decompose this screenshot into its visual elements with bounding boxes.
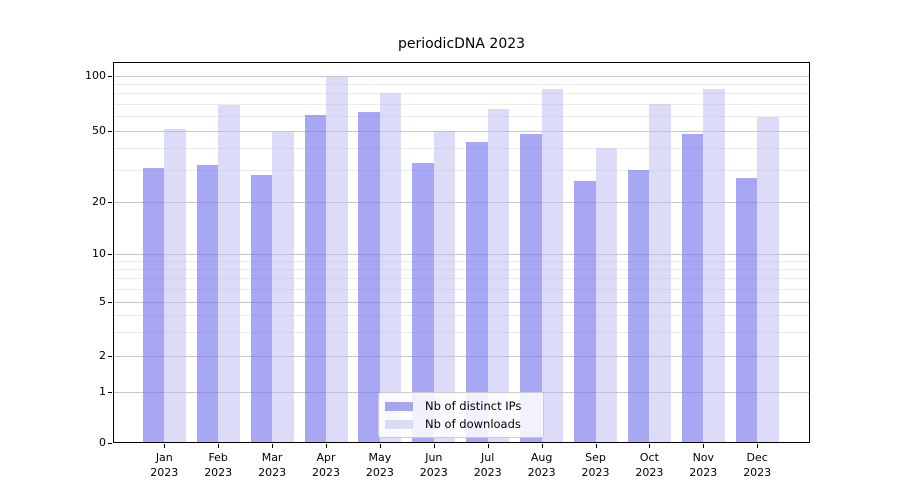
x-tick-label: Nov 2023 (689, 451, 718, 479)
x-tick-label: Sep 2023 (581, 451, 610, 479)
x-tick-mark (433, 444, 435, 448)
y-gridline-minor (113, 288, 810, 290)
legend-item-distinct-ips: Nb of distinct IPs (385, 399, 537, 413)
y-gridline-minor (113, 170, 810, 172)
y-gridline-minor (113, 103, 810, 105)
y-gridline-minor (113, 93, 810, 95)
x-tick-mark (595, 444, 597, 448)
x-tick-label: Jun 2023 (419, 451, 448, 479)
bar-downloads-jun (433, 130, 456, 443)
y-tick-mark (108, 201, 112, 203)
y-gridline-minor (113, 331, 810, 333)
bar-distinct-ips-may (358, 112, 380, 443)
y-tick-mark (108, 391, 112, 393)
y-tick-mark (108, 75, 112, 77)
y-gridline-major (113, 356, 810, 357)
y-tick-mark (108, 130, 112, 132)
legend-label-downloads: Nb of downloads (425, 417, 521, 431)
x-tick-mark (218, 444, 220, 448)
y-tick-mark (108, 301, 112, 303)
y-tick-label: 1 (99, 384, 106, 398)
legend-swatch-distinct-ips-icon (385, 401, 413, 411)
x-tick-label: Dec 2023 (743, 451, 772, 479)
y-tick-label: 50 (92, 123, 106, 137)
x-tick-label: May 2023 (365, 451, 394, 479)
y-tick-mark (108, 253, 112, 255)
y-gridline-major (113, 75, 810, 77)
y-gridline-minor (113, 116, 810, 117)
legend-item-downloads: Nb of downloads (385, 417, 537, 431)
bar-distinct-ips-jun (412, 162, 434, 443)
x-tick-mark (326, 444, 327, 448)
y-tick-label: 20 (92, 194, 106, 208)
y-tick-label: 100 (85, 68, 106, 82)
x-tick-label: Oct 2023 (635, 451, 664, 479)
bar-distinct-ips-sep (574, 181, 596, 443)
y-gridline-minor (113, 314, 810, 316)
x-tick-mark (703, 444, 705, 448)
y-tick-mark (108, 443, 112, 444)
x-tick-mark (757, 444, 759, 448)
bar-downloads-oct (649, 103, 671, 443)
y-tick-label: 0 (99, 436, 106, 449)
y-gridline-major (113, 130, 810, 132)
bar-distinct-ips-dec (735, 178, 758, 443)
bar-downloads-apr (326, 77, 348, 443)
bar-downloads-aug (541, 89, 564, 443)
bar-downloads-jul (487, 108, 510, 443)
chart-title: periodicDNA 2023 (397, 36, 526, 52)
bar-downloads-dec (757, 117, 779, 443)
bar-downloads-may (379, 93, 402, 443)
bar-distinct-ips-nov (681, 133, 704, 443)
y-gridline-major (113, 201, 810, 203)
x-tick-label: Mar 2023 (258, 451, 287, 479)
bar-distinct-ips-apr (304, 114, 326, 443)
legend-label-distinct-ips: Nb of distinct IPs (425, 399, 522, 413)
x-tick-label: Feb 2023 (204, 451, 233, 479)
y-gridline-minor (113, 269, 810, 270)
y-tick-label: 10 (92, 246, 106, 260)
bar-distinct-ips-mar (250, 175, 273, 443)
y-tick-label: 5 (99, 294, 106, 308)
bar-downloads-mar (272, 132, 294, 443)
bar-downloads-jan (164, 128, 186, 443)
legend-swatch-downloads-icon (385, 419, 413, 429)
x-tick-mark (379, 444, 381, 448)
bar-downloads-feb (218, 104, 240, 443)
x-tick-mark (164, 444, 166, 448)
y-gridline-minor (113, 260, 810, 262)
y-gridline-minor (113, 147, 810, 149)
x-tick-label: Jan 2023 (150, 451, 179, 479)
bar-distinct-ips-oct (627, 170, 650, 443)
bar-distinct-ips-jan (142, 167, 165, 443)
y-tick-mark (108, 356, 112, 357)
x-tick-mark (541, 444, 543, 448)
bar-distinct-ips-aug (520, 133, 542, 443)
bar-distinct-ips-jul (466, 142, 488, 443)
y-gridline-minor (113, 83, 810, 85)
y-tick-label: 2 (99, 349, 106, 362)
x-tick-label: Jul 2023 (473, 451, 502, 479)
y-gridline-major (113, 253, 810, 255)
x-tick-mark (487, 444, 489, 448)
x-tick-mark (272, 444, 274, 448)
x-tick-label: Apr 2023 (312, 451, 340, 479)
bar-downloads-sep (595, 147, 617, 443)
y-gridline-minor (113, 278, 810, 280)
y-gridline-major (113, 301, 810, 303)
bar-downloads-nov (703, 89, 725, 443)
x-tick-label: Aug 2023 (527, 451, 556, 479)
legend: Nb of distinct IPs Nb of downloads (378, 392, 544, 438)
x-tick-mark (649, 444, 651, 448)
bar-distinct-ips-feb (196, 165, 219, 443)
